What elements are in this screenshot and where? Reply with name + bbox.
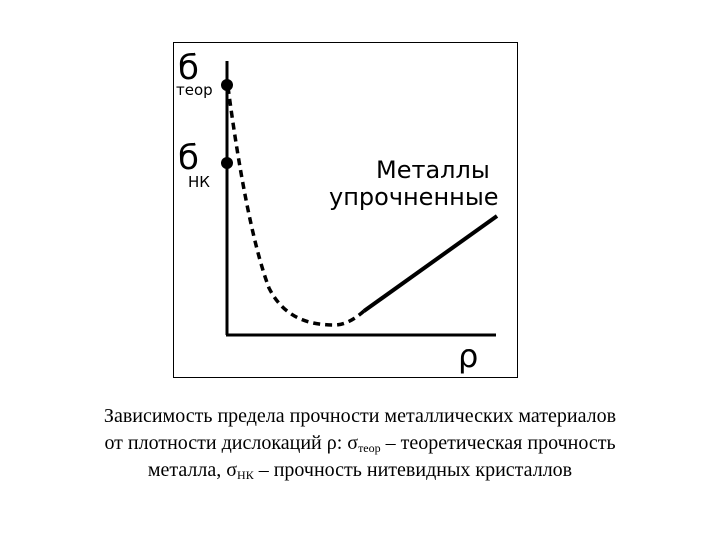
caption-line-2: от плотности дислокаций ρ: σтеор – теоре… — [20, 430, 700, 457]
curve-label-line1: Металлы — [376, 156, 490, 184]
x-label-rho: ρ — [458, 337, 478, 375]
caption-line-3: металла, σНК – прочность нитевидных крис… — [20, 457, 700, 484]
teor-point — [221, 79, 233, 91]
curve-label-line2: упрочненные — [329, 183, 499, 211]
caption-line-1-text: Зависимость предела прочности металличес… — [103, 405, 617, 427]
hardened-metals-line — [362, 214, 499, 313]
y-label-nk-symbol: б — [178, 138, 199, 178]
y-label-teor-symbol: б — [178, 48, 199, 88]
diagram-svg: б теор б НК Металлы упрочненные ρ — [176, 48, 499, 375]
caption-line-3-post: – прочность нитевидных кристаллов — [253, 459, 573, 481]
caption-line-3-pre: металла, σ — [147, 459, 238, 481]
caption-line-2-pre: от плотности дислокаций ρ: σ — [104, 432, 359, 454]
caption-line-1: Зависимость предела прочности металличес… — [20, 403, 700, 430]
caption-line-2-sub: теор — [358, 441, 381, 455]
caption-line-2-post: – теоретическая прочность — [380, 432, 616, 454]
caption-line-3-sub: НК — [237, 468, 254, 482]
figure-caption: Зависимость предела прочности металличес… — [20, 403, 700, 484]
diagram-frame: б теор б НК Металлы упрочненные ρ — [173, 42, 518, 378]
dislocation-curve-dashed — [226, 86, 366, 327]
y-label-nk-sub: НК — [188, 173, 210, 191]
nk-point — [221, 157, 233, 169]
y-label-teor-sub: теор — [176, 81, 213, 99]
